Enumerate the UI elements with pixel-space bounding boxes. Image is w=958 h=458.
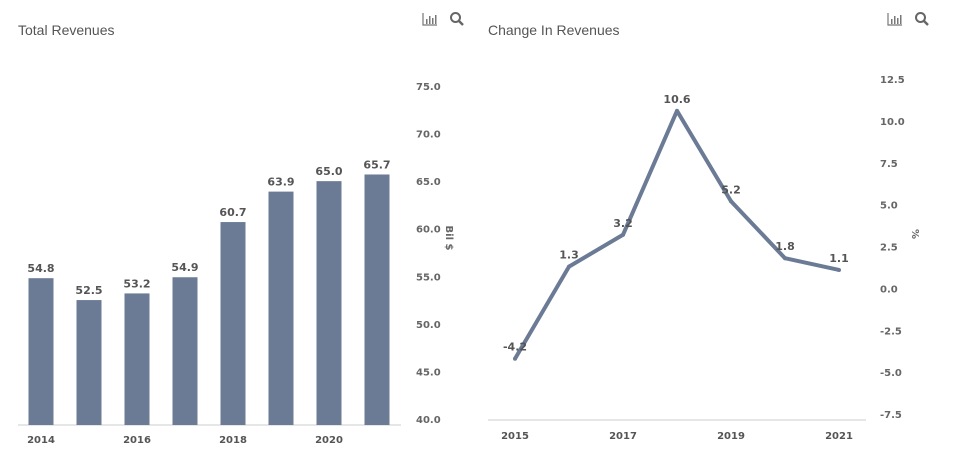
y-tick-label: 2.5: [880, 243, 898, 254]
search-icon[interactable]: [448, 10, 466, 28]
data-label: 5.2: [721, 183, 741, 196]
data-point: [783, 256, 787, 261]
data-label: 10.6: [663, 93, 690, 106]
y-tick-label: -7.5: [880, 410, 902, 421]
right-chart-title: Change In Revenues: [488, 22, 620, 38]
y-tick-label: 65.0: [416, 177, 441, 188]
data-label: 52.5: [75, 284, 102, 297]
bar-chart-icon[interactable]: [886, 10, 904, 28]
bar: [172, 277, 198, 425]
x-tick-label: 2016: [123, 435, 151, 446]
x-tick-label: 2018: [219, 435, 247, 446]
y-tick-label: 40.0: [416, 415, 441, 426]
x-tick-label: 2019: [717, 431, 745, 442]
x-tick-label: 2021: [825, 431, 853, 442]
data-label: 1.1: [829, 252, 849, 265]
search-icon[interactable]: [913, 10, 931, 28]
y-tick-label: 45.0: [416, 367, 441, 378]
data-label: 1.3: [559, 249, 579, 262]
y-tick-label: 0.0: [880, 284, 898, 295]
bar: [268, 191, 294, 425]
bar-chart-icon[interactable]: [421, 10, 439, 28]
y-tick-label: 7.5: [880, 159, 898, 170]
data-point: [837, 267, 841, 272]
data-label: 3.2: [613, 217, 633, 230]
y-tick-label: 10.0: [880, 117, 905, 128]
x-tick-label: 2017: [609, 431, 637, 442]
bar: [28, 278, 54, 425]
data-label: 63.9: [267, 176, 294, 189]
y-axis-label: %: [909, 229, 920, 239]
data-point: [621, 232, 625, 237]
bar: [220, 222, 246, 425]
data-label: -4.2: [503, 341, 527, 354]
bar: [124, 293, 150, 425]
data-label: 1.8: [775, 240, 795, 253]
bar: [316, 181, 342, 425]
x-tick-label: 2020: [315, 435, 343, 446]
bar: [76, 300, 102, 425]
bar: [364, 174, 390, 425]
data-label: 53.2: [123, 277, 150, 290]
y-tick-label: 12.5: [880, 75, 905, 86]
y-tick-label: -2.5: [880, 326, 902, 337]
data-point: [513, 356, 517, 361]
x-tick-label: 2015: [501, 431, 529, 442]
y-tick-label: 55.0: [416, 272, 441, 283]
y-tick-label: 50.0: [416, 320, 441, 331]
y-tick-label: 70.0: [416, 130, 441, 141]
y-tick-label: 5.0: [880, 201, 898, 212]
data-label: 65.7: [363, 158, 390, 171]
data-label: 54.8: [27, 262, 54, 275]
series-line: [513, 108, 840, 360]
data-label: 65.0: [315, 165, 342, 178]
data-label: 54.9: [171, 261, 198, 274]
data-point: [729, 199, 733, 204]
y-tick-label: 60.0: [416, 225, 441, 236]
left-chart-title: Total Revenues: [18, 22, 115, 38]
y-tick-label: 75.0: [416, 82, 441, 93]
data-label: 60.7: [219, 206, 246, 219]
y-axis-label: Bil $: [443, 226, 454, 251]
x-tick-label: 2014: [27, 435, 55, 446]
data-point: [567, 264, 571, 269]
y-tick-label: -5.0: [880, 368, 902, 379]
data-point: [675, 108, 679, 113]
